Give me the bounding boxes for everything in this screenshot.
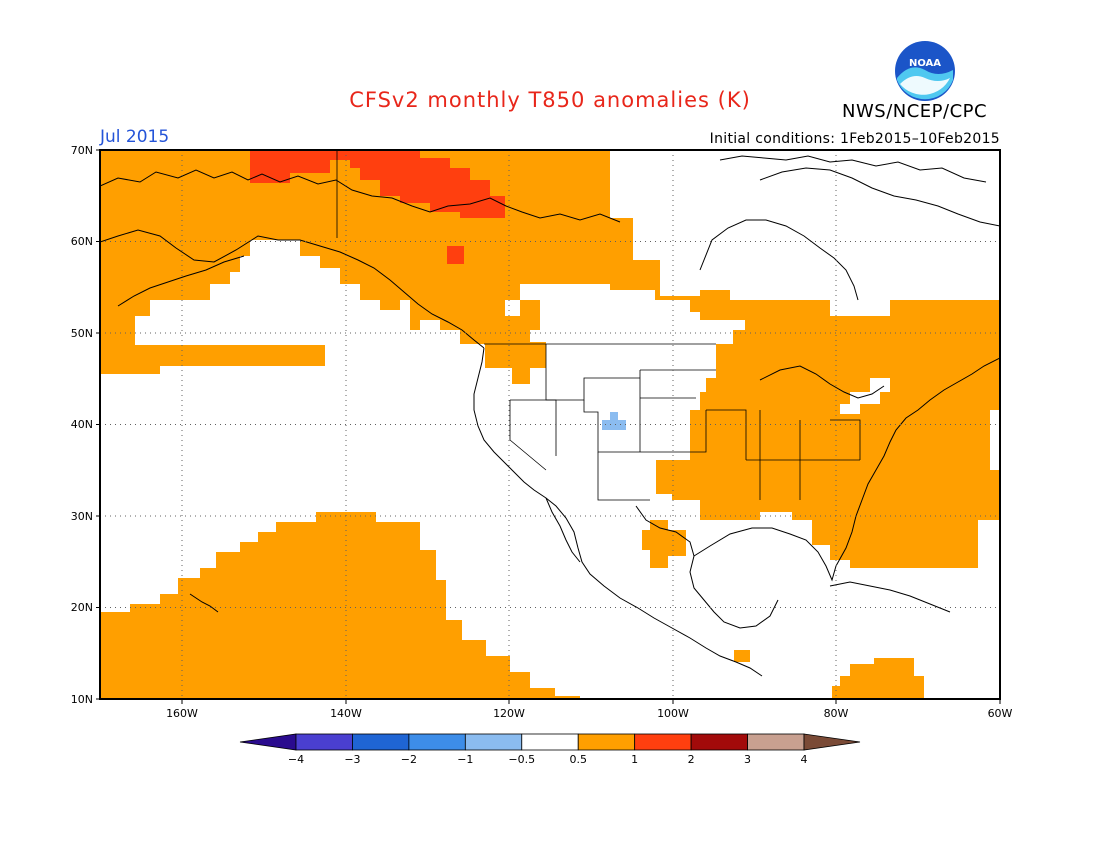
colorbar-segment <box>408 733 466 751</box>
noaa-logo: NOAA <box>894 40 956 102</box>
colorbar-segment <box>690 733 748 751</box>
lon-label: 60W <box>988 707 1013 720</box>
latitude-labels: 70N 60N 50N 40N 30N 20N 10N <box>71 144 93 706</box>
colorbar-segment <box>577 733 636 751</box>
axis-ticks <box>96 149 1001 704</box>
longitude-labels: 160W 140W 120W 100W 80W 60W <box>166 707 1012 720</box>
lon-label: 140W <box>330 707 362 720</box>
hot-patch-bc <box>447 246 464 264</box>
colorbar-tick-label: −4 <box>288 753 304 766</box>
colorbar-tick-label: 3 <box>744 753 751 766</box>
colorbar-segment <box>464 733 523 751</box>
colorbar-tick-label: 0.5 <box>569 753 587 766</box>
colorbar: −4 −3 −2 −1 −0.5 0.5 1 2 3 4 <box>239 733 861 766</box>
warm-region-north-pacific <box>100 150 1000 568</box>
lon-label: 80W <box>824 707 849 720</box>
agency-label: NWS/NCEP/CPC <box>842 101 988 122</box>
logo-text: NOAA <box>909 58 941 69</box>
political-borders <box>336 150 861 501</box>
colorbar-segment <box>352 733 410 751</box>
lon-label: 160W <box>166 707 198 720</box>
colorbar-tick-label: 2 <box>688 753 695 766</box>
colorbar-arrow-high <box>803 733 861 751</box>
colorbar-segment <box>521 733 579 751</box>
lat-label: 40N <box>71 418 93 431</box>
valid-month: Jul 2015 <box>100 127 170 147</box>
colorbar-tick-label: −2 <box>401 753 417 766</box>
warm-region-subtropical-pacific <box>100 512 580 699</box>
lat-label: 10N <box>71 693 93 706</box>
lat-label: 70N <box>71 144 93 157</box>
colorbar-tick-label: 1 <box>631 753 638 766</box>
colorbar-segment <box>747 733 805 751</box>
colorbar-tick-label: −1 <box>457 753 473 766</box>
lat-label: 60N <box>71 235 93 248</box>
colorbar-segment <box>295 733 353 751</box>
lat-label: 20N <box>71 601 93 614</box>
warm-patch-central-america <box>734 650 750 662</box>
hot-region-yukon <box>250 150 505 218</box>
cool-patch-colorado <box>602 412 626 430</box>
lat-label: 50N <box>71 327 93 340</box>
colorbar-tick-label: −3 <box>344 753 360 766</box>
colorbar-arrow-low <box>239 733 297 751</box>
lon-label: 100W <box>657 707 689 720</box>
warm-patch-texas <box>656 460 674 494</box>
chart-title: CFSv2 monthly T850 anomalies (K) <box>349 88 751 112</box>
colorbar-segment <box>634 733 692 751</box>
colorbar-tick-label: −0.5 <box>508 753 535 766</box>
warm-region-caribbean <box>832 658 924 699</box>
lon-label: 120W <box>493 707 525 720</box>
lat-label: 30N <box>71 510 93 523</box>
initial-conditions: Initial conditions: 1Feb2015–10Feb2015 <box>709 131 1000 147</box>
coastlines <box>100 155 1000 677</box>
colorbar-tick-label: 4 <box>801 753 808 766</box>
graticule <box>100 150 1000 699</box>
